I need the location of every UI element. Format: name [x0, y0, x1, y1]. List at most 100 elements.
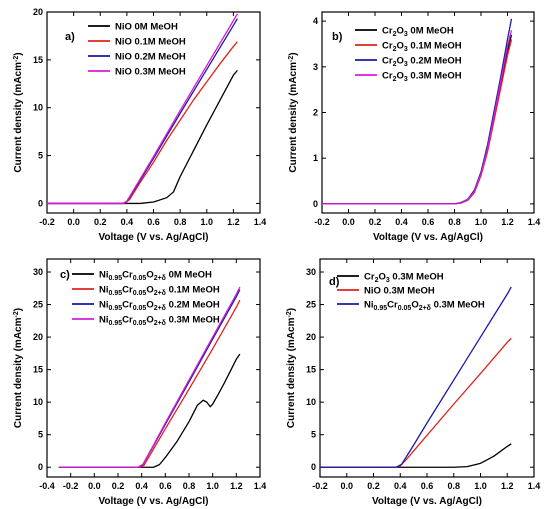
series-line-4 [322, 30, 513, 205]
x-tick-label: 0.2 [369, 217, 382, 227]
panel-label: a) [65, 31, 75, 43]
x-tick-label: 0.0 [340, 481, 353, 491]
legend: Ni0.95Cr0.05O2+δ 0M MeOH Ni0.95Cr0.05O2+δ… [72, 270, 220, 328]
legend-entry: Ni0.95Cr0.05O2+δ 0.3M MeOH [99, 315, 220, 328]
x-tick-label: 1.2 [501, 481, 514, 491]
series-line-2 [320, 337, 512, 468]
legend-entry: Ni0.95Cr0.05O2+δ 0.1M MeOH [99, 285, 220, 298]
x-tick-label: 1.0 [475, 217, 488, 227]
x-tick-label: -0.2 [312, 481, 328, 491]
x-tick-label: 1.4 [254, 481, 267, 491]
y-tick-label: 20 [33, 7, 43, 17]
y-tick-label: 25 [33, 300, 43, 310]
x-tick-label: 0.0 [342, 217, 355, 227]
x-tick-label: 1.0 [200, 217, 213, 227]
chart-panel-c: -0.4 -0.2 0.0 0.2 0.4 0.6 0.8 1.0 1.2 1.4 0 5 10 15 20… [13, 258, 267, 507]
y-tick-label: 15 [33, 55, 43, 65]
x-tick-label: 0.6 [159, 481, 172, 491]
y-tick-label: 1 [313, 153, 318, 163]
series-line-1 [47, 69, 238, 205]
x-tick-label: 0.6 [422, 217, 435, 227]
y-tick-label: 25 [306, 300, 316, 310]
x-tick-label: 0.6 [147, 217, 160, 227]
y-tick-label: 20 [306, 332, 316, 342]
panel-label: b) [332, 31, 343, 43]
legend-entry: NiO 0.3M MeOH [115, 67, 186, 78]
panel-label: d) [329, 276, 340, 288]
series-line-2 [47, 41, 238, 205]
x-tick-label: 0.8 [183, 481, 196, 491]
y-axis-label: Current density (mAcm-2) [13, 308, 25, 428]
x-tick-label: 0.8 [174, 217, 187, 227]
x-tick-label: 0.4 [135, 481, 148, 491]
legend-entry: NiO 0.3M MeOH [364, 286, 435, 297]
x-tick-label: 1.4 [528, 481, 541, 491]
x-tick-label: 0.6 [421, 481, 434, 491]
series-group [320, 286, 512, 468]
y-tick-label: 15 [33, 365, 43, 375]
plot-frame [46, 258, 261, 478]
y-axis-label: Current density (mAcm-2) [288, 52, 300, 172]
y-tick-label: 0 [311, 462, 316, 472]
x-tick-label: 1.4 [528, 217, 541, 227]
x-axis-label: Voltage (V vs. Ag/AgCl) [98, 232, 208, 243]
y-tick-label: 20 [33, 332, 43, 342]
x-tick-label: -0.2 [314, 217, 330, 227]
x-axis-label: Voltage (V vs. Ag/AgCl) [98, 496, 208, 507]
x-tick-label: -0.2 [63, 481, 79, 491]
legend-entry: NiO 0.1M MeOH [115, 37, 186, 48]
y-tick-label: 5 [38, 151, 43, 161]
y-tick-label: 0 [38, 462, 43, 472]
series-line-1 [320, 443, 512, 468]
legend-entry: Cr2O3 0.3M MeOH [382, 71, 462, 84]
y-tick-label: 15 [306, 365, 316, 375]
legend-entry: Cr2O3 0.3M MeOH [364, 272, 444, 285]
y-tick-label: 10 [33, 103, 43, 113]
legend-entry: NiO 0M MeOH [115, 22, 178, 33]
x-tick-label: 1.2 [227, 217, 240, 227]
series-group [322, 18, 513, 205]
x-tick-label: -0.2 [39, 217, 55, 227]
x-tick-label: 0.4 [121, 217, 134, 227]
y-tick-label: 0 [38, 198, 43, 208]
x-tick-label: 1.0 [474, 481, 487, 491]
x-tick-label: 0.4 [394, 481, 407, 491]
x-tick-label: 1.0 [206, 481, 219, 491]
x-tick-label: 0.4 [395, 217, 408, 227]
y-tick-label: 5 [311, 430, 316, 440]
x-tick-label: 1.4 [254, 217, 267, 227]
panel-label: c) [60, 269, 70, 281]
x-axis-label: Voltage (V vs. Ag/AgCl) [373, 232, 483, 243]
legend-entry: Cr2O3 0M MeOH [382, 26, 454, 39]
x-tick-label: 0.0 [88, 481, 101, 491]
x-tick-label: 0.2 [112, 481, 125, 491]
x-tick-label: 0.8 [448, 217, 461, 227]
x-tick-label: -0.4 [39, 481, 55, 491]
y-tick-label: 10 [33, 397, 43, 407]
x-tick-label: 0.2 [94, 217, 107, 227]
y-tick-label: 0 [313, 199, 318, 209]
y-axis-label: Current density (mAcm-2) [286, 308, 298, 428]
series-line-4 [58, 286, 241, 468]
y-axis-label: Current density (mAcm-2) [13, 52, 25, 172]
y-tick-label: 3 [313, 62, 318, 72]
x-axis-label: Voltage (V vs. Ag/AgCl) [372, 496, 482, 507]
x-tick-label: 1.2 [230, 481, 243, 491]
series-group [58, 286, 241, 468]
legend-entry: NiO 0.2M MeOH [115, 52, 186, 63]
legend-entry: Cr2O3 0.1M MeOH [382, 41, 462, 54]
y-tick-label: 4 [313, 16, 318, 26]
x-tick-label: 1.2 [501, 217, 514, 227]
series-line-3 [320, 286, 512, 468]
series-line-2 [58, 299, 241, 468]
x-tick-label: 0.8 [447, 481, 460, 491]
series-line-4 [47, 13, 238, 205]
series-group [47, 13, 238, 205]
x-tick-label: 0.2 [367, 481, 380, 491]
legend-entry: Ni0.95Cr0.05O2+δ 0M MeOH [99, 270, 212, 283]
chart-panel-a: -0.2 0.0 0.2 0.4 0.6 0.8 1.0 1.2 1.4 0 5 10 15 20 Volt… [13, 7, 267, 243]
legend-entry: Ni0.95Cr0.05O2+δ 0.2M MeOH [99, 300, 220, 313]
series-line-1 [58, 353, 241, 468]
